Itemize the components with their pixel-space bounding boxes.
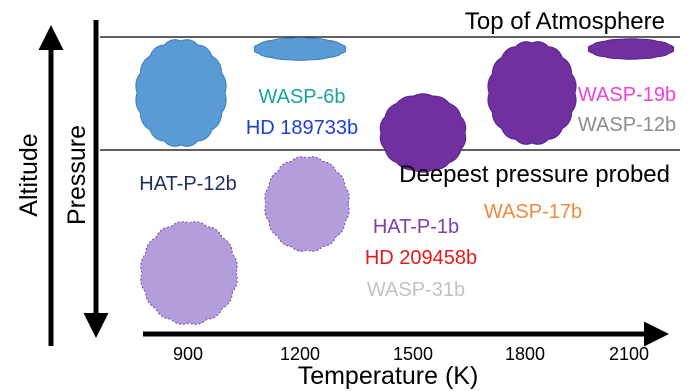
cloud-purple-mid (379, 93, 467, 173)
cloud-light-mid (264, 156, 350, 252)
altitude-label: Altitude (15, 133, 43, 216)
temperature-label: Temperature (K) (298, 362, 479, 390)
tick-label-900: 900 (173, 344, 203, 364)
pressure-label: Pressure (63, 125, 91, 225)
cloud-purple-flat (587, 38, 675, 60)
planet-label-hat-p-1b: HAT-P-1b (373, 216, 459, 238)
cloud-blue-flat (253, 37, 347, 61)
cloud-group (135, 37, 675, 325)
planet-label-wasp-19b: WASP-19b (578, 84, 676, 106)
planet-label-hat-p-12b: HAT-P-12b (139, 173, 236, 195)
top-of-atmosphere-label: Top of Atmosphere (465, 8, 665, 35)
tick-label-1500: 1500 (393, 344, 433, 364)
planet-label-wasp-31b: WASP-31b (367, 279, 465, 301)
tick-label-2100: 2100 (609, 344, 649, 364)
tick-label-1800: 1800 (505, 344, 545, 364)
tick-label-1200: 1200 (280, 344, 320, 364)
cloud-light-large (140, 221, 238, 325)
planet-label-wasp-17b: WASP-17b (484, 201, 582, 223)
planet-label-wasp-6b: WASP-6b (258, 86, 345, 108)
planet-label-wasp-12b: WASP-12b (578, 114, 676, 136)
cloud-purple-tall (487, 41, 577, 145)
planet-label-hd-189733b: HD 189733b (246, 117, 358, 139)
cloud-blue-large (135, 39, 227, 147)
planet-label-hd-209458b: HD 209458b (365, 247, 477, 269)
deepest-pressure-label: Deepest pressure probed (399, 161, 670, 188)
